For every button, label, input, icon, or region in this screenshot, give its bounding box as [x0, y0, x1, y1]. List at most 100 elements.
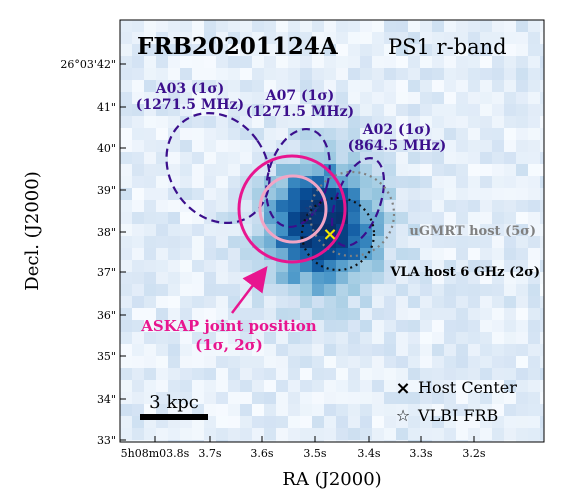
image-pixel — [408, 104, 420, 116]
image-pixel — [420, 116, 432, 128]
image-pixel — [540, 404, 544, 416]
image-pixel — [204, 152, 216, 164]
image-pixel — [432, 320, 444, 332]
image-pixel — [396, 104, 408, 116]
image-pixel — [396, 44, 408, 56]
image-pixel — [360, 380, 372, 392]
image-pixel — [396, 92, 408, 104]
image-pixel — [384, 104, 396, 116]
image-pixel — [120, 188, 132, 200]
image-pixel — [264, 32, 276, 44]
image-pixel — [348, 80, 360, 92]
image-pixel — [372, 296, 384, 308]
image-pixel — [480, 140, 492, 152]
image-pixel — [384, 176, 396, 188]
image-pixel — [372, 356, 384, 368]
image-pixel — [204, 44, 216, 56]
image-pixel — [204, 320, 216, 332]
image-pixel — [396, 200, 408, 212]
image-pixel — [408, 116, 420, 128]
image-pixel — [300, 404, 312, 416]
image-pixel — [132, 404, 144, 416]
a03-ellipse — [165, 111, 271, 225]
image-pixel — [372, 56, 384, 68]
image-pixel — [456, 236, 468, 248]
image-pixel — [168, 248, 180, 260]
image-pixel — [240, 440, 252, 442]
image-pixel — [228, 164, 240, 176]
image-pixel — [540, 284, 544, 296]
image-pixel — [444, 200, 456, 212]
image-pixel — [432, 344, 444, 356]
image-pixel — [300, 416, 312, 428]
image-pixel — [324, 236, 336, 248]
image-pixel — [144, 356, 156, 368]
image-pixel — [312, 296, 324, 308]
host-center-marker: × — [322, 224, 337, 245]
image-pixel — [444, 188, 456, 200]
image-pixel — [432, 224, 444, 236]
image-pixel — [276, 164, 288, 176]
image-pixel — [492, 80, 504, 92]
image-pixel — [336, 164, 348, 176]
image-pixel — [396, 296, 408, 308]
image-pixel — [168, 92, 180, 104]
image-pixel — [504, 404, 516, 416]
image-pixel — [432, 356, 444, 368]
image-pixel — [420, 380, 432, 392]
image-pixel — [480, 392, 492, 404]
image-pixel — [312, 344, 324, 356]
a02-label-line2: (864.5 MHz) — [348, 138, 447, 154]
image-pixel — [300, 356, 312, 368]
image-pixel — [540, 152, 544, 164]
image-pixel — [456, 320, 468, 332]
image-pixel — [408, 344, 420, 356]
image-pixel — [396, 56, 408, 68]
image-pixel — [432, 32, 444, 44]
image-pixel — [516, 296, 528, 308]
image-pixel — [288, 44, 300, 56]
image-pixel — [132, 128, 144, 140]
image-pixel — [396, 248, 408, 260]
image-pixel — [276, 356, 288, 368]
image-pixel — [492, 260, 504, 272]
askap-1sigma-circle — [258, 174, 328, 244]
image-pixel — [252, 128, 264, 140]
image-pixel — [204, 92, 216, 104]
image-pixel — [384, 92, 396, 104]
image-pixel — [216, 68, 228, 80]
image-pixel — [396, 272, 408, 284]
image-pixel — [444, 416, 456, 428]
image-pixel — [300, 296, 312, 308]
image-pixel — [312, 416, 324, 428]
image-pixel — [240, 200, 252, 212]
image-pixel — [252, 80, 264, 92]
image-pixel — [156, 92, 168, 104]
image-pixel — [168, 32, 180, 44]
image-pixel — [252, 380, 264, 392]
image-pixel — [216, 332, 228, 344]
image-pixel — [336, 68, 348, 80]
image-pixel — [360, 188, 372, 200]
image-pixel — [348, 224, 360, 236]
image-pixel — [156, 368, 168, 380]
image-pixel — [348, 284, 360, 296]
image-pixel — [408, 20, 420, 32]
image-pixel — [432, 440, 444, 442]
image-pixel — [456, 356, 468, 368]
image-pixel — [396, 356, 408, 368]
image-pixel — [360, 164, 372, 176]
image-pixel — [528, 188, 540, 200]
image-pixel — [456, 440, 468, 442]
image-pixel — [348, 188, 360, 200]
image-pixel — [156, 188, 168, 200]
image-pixel — [168, 308, 180, 320]
image-pixel — [336, 356, 348, 368]
image-pixel — [120, 68, 132, 80]
image-pixel — [492, 248, 504, 260]
image-pixel — [540, 260, 544, 272]
image-pixel — [348, 248, 360, 260]
image-pixel — [144, 68, 156, 80]
image-pixel — [540, 308, 544, 320]
image-pixel — [432, 416, 444, 428]
